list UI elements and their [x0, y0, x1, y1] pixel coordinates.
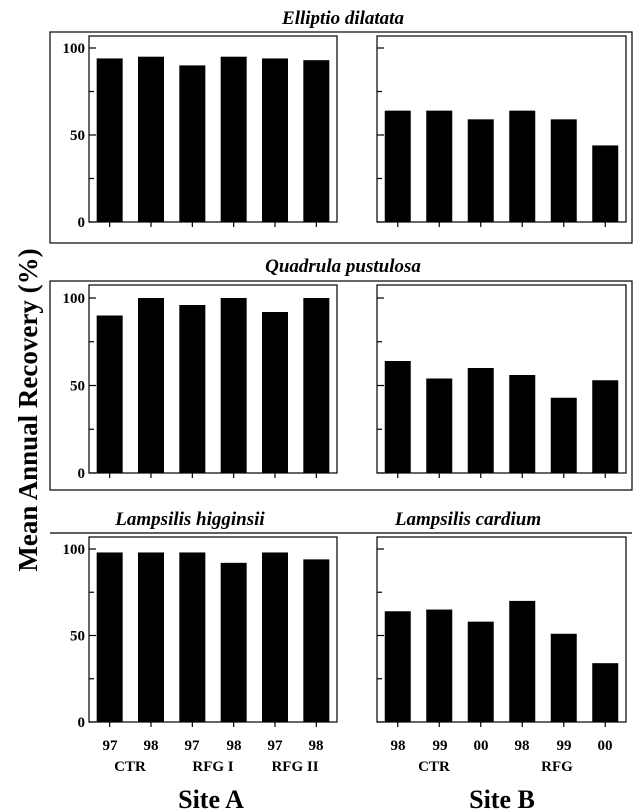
y-axis-label: Mean Annual Recovery (%)	[13, 248, 43, 571]
y-tick-label: 50	[70, 379, 85, 395]
bar	[426, 609, 453, 722]
bar	[262, 552, 288, 722]
y-tick-label: 100	[63, 41, 86, 57]
y-tick-label: 100	[63, 291, 86, 307]
plot-area-frame	[376, 284, 627, 474]
bar	[179, 65, 206, 223]
site-a-group-label: RFG I	[192, 759, 233, 775]
title-lampsilis-cardium: Lampsilis cardium	[394, 509, 541, 530]
site-b-year-label: 00	[598, 738, 613, 754]
site-b-group-label: CTR	[418, 759, 450, 775]
bar	[220, 562, 247, 722]
site-a-year-label: 97	[185, 738, 201, 754]
panel-elliptio-site-a: 0 50 100	[63, 35, 338, 231]
bar	[550, 397, 577, 473]
bar	[220, 56, 247, 223]
y-tick-label: 0	[78, 715, 86, 731]
bar	[96, 552, 123, 722]
y-tick-label: 0	[78, 215, 86, 231]
row-frame-quadrula	[49, 280, 633, 491]
bar	[592, 380, 619, 473]
site-a-year-label: 98	[309, 738, 324, 754]
bar	[179, 552, 206, 722]
y-tick-label: 0	[78, 466, 86, 482]
y-tick-label: 100	[63, 542, 86, 558]
bar	[550, 633, 577, 722]
y-tick-label: 50	[70, 128, 85, 144]
bar	[384, 611, 411, 722]
site-a-group-label: CTR	[114, 759, 146, 775]
plot-area-frame	[376, 35, 627, 223]
panel-quadrula-site-b	[376, 284, 627, 478]
plot-area-frame	[88, 536, 338, 723]
plot-area-frame	[88, 284, 338, 474]
bar	[592, 663, 619, 722]
bar	[262, 58, 288, 222]
bar	[220, 298, 247, 473]
bar	[509, 375, 536, 473]
bar	[138, 552, 164, 722]
site-b-year-label: 00	[474, 738, 489, 754]
bar	[179, 305, 206, 473]
bar	[96, 58, 123, 222]
site-b-group-label: RFG	[541, 759, 573, 775]
panel-elliptio-site-b	[376, 35, 627, 227]
site-b-label: Site B	[469, 785, 535, 812]
bar	[138, 298, 164, 473]
panel-lampsilis-higginsii-site-a: 0 50 100	[63, 536, 338, 731]
bar	[467, 119, 494, 222]
bar	[550, 119, 577, 222]
bar	[467, 368, 494, 473]
row-frame-elliptio	[49, 31, 633, 244]
site-a-year-label: 98	[144, 738, 159, 754]
bar	[467, 621, 494, 722]
site-a-year-label: 98	[227, 738, 242, 754]
bar	[303, 559, 330, 722]
title-quadrula-pustulosa: Quadrula pustulosa	[265, 256, 421, 277]
site-a-group-label: RFG II	[271, 759, 318, 775]
bar	[509, 110, 536, 222]
plot-area-frame	[376, 536, 627, 723]
bar	[426, 110, 453, 222]
bar	[303, 298, 330, 473]
bar	[592, 145, 619, 222]
site-b-year-label: 99	[433, 738, 448, 754]
bar	[384, 110, 411, 222]
site-a-year-label: 97	[103, 738, 119, 754]
site-b-year-label: 99	[557, 738, 572, 754]
bar	[303, 60, 330, 223]
site-a-label: Site A	[178, 785, 244, 812]
site-a-year-label: 97	[268, 738, 284, 754]
bar	[426, 378, 453, 473]
y-tick-label: 50	[70, 629, 85, 645]
title-elliptio-dilatata: Elliptio dilatata	[281, 8, 404, 29]
bar	[96, 315, 123, 473]
site-b-year-label: 98	[391, 738, 406, 754]
panel-lampsilis-cardium-site-b	[376, 536, 627, 727]
bar	[138, 56, 164, 223]
panel-quadrula-site-a: 0 50 100	[63, 284, 338, 482]
bar	[262, 312, 288, 473]
plot-area-frame	[88, 35, 338, 223]
bar	[509, 600, 536, 722]
site-b-year-label: 98	[515, 738, 530, 754]
title-lampsilis-higginsii: Lampsilis higginsii	[114, 509, 265, 530]
bar	[384, 361, 411, 473]
